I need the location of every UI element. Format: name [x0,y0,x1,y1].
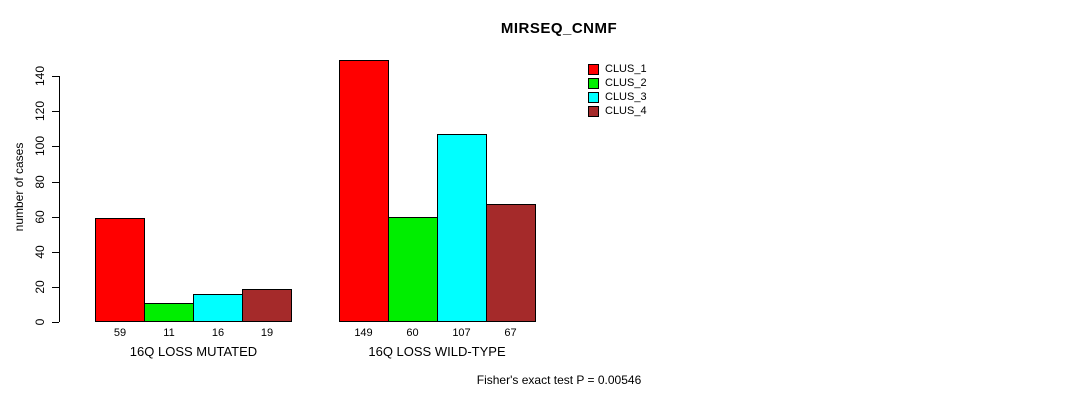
legend-swatch-icon [588,92,599,103]
legend-row: CLUS_2 [588,78,647,89]
category-label: 16Q LOSS MUTATED [129,344,258,359]
y-tick-mark [52,322,59,323]
bar-clus_1-group2 [338,60,389,322]
bar-value-label: 60 [406,327,419,339]
legend-label: CLUS_4 [605,105,647,117]
legend-row: CLUS_4 [588,106,647,117]
bar-clus_3-group1 [193,293,243,322]
category-label: 16Q LOSS WILD-TYPE [368,344,506,359]
y-tick-label: 140 [33,66,47,87]
bar-value-label: 67 [504,327,517,339]
y-tick-label: 80 [33,174,47,189]
bar-value-label: 107 [452,327,471,339]
bar-value-label: 59 [113,327,127,339]
bar-clus_2-group1 [144,302,194,322]
y-tick-label: 0 [33,318,47,326]
y-tick-label: 20 [33,280,47,294]
y-tick-mark [52,76,59,78]
y-tick-mark [52,146,59,148]
legend-swatch-icon [588,64,599,75]
legend-label: CLUS_2 [605,77,647,89]
bar-clus_2-group2 [387,216,438,322]
bar-clus_4-group1 [242,288,292,322]
bar-clus_1-group1 [95,218,145,322]
legend-swatch-icon [588,106,599,117]
legend: CLUS_1 CLUS_2 CLUS_3 CLUS_4 [588,64,647,120]
y-axis-label: number of cases [12,142,26,232]
annotation-text: Fisher's exact test P = 0.00546 [476,373,642,387]
y-axis-line [59,76,60,322]
legend-row: CLUS_3 [588,92,647,103]
bar-value-label: 16 [211,327,225,339]
y-tick-mark [52,111,59,113]
bar-clus_3-group2 [436,134,487,322]
y-tick-label: 100 [33,136,47,157]
y-tick-label: 40 [33,245,47,259]
legend-label: CLUS_3 [605,91,647,103]
legend-swatch-icon [588,78,599,89]
y-tick-mark [52,216,59,218]
bar-value-label: 149 [354,327,373,339]
y-tick-label: 60 [33,209,47,224]
legend-row: CLUS_1 [588,64,647,75]
y-tick-label: 120 [33,101,47,122]
bar-clus_4-group2 [485,204,536,322]
y-tick-mark [52,251,59,253]
bar-value-label: 19 [260,327,274,339]
chart-title: MIRSEQ_CNMF [500,20,618,37]
y-tick-mark [52,181,59,183]
y-tick-mark [52,286,59,288]
legend-label: CLUS_1 [605,63,647,75]
bar-value-label: 11 [163,327,175,339]
